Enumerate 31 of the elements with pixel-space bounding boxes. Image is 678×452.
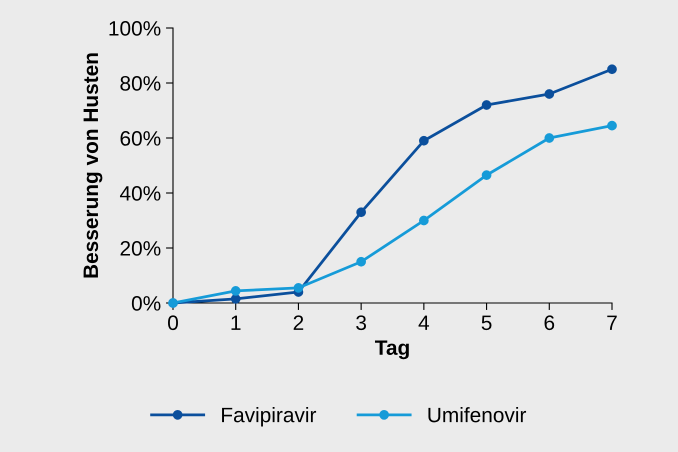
point bbox=[294, 283, 304, 293]
y-tick-label: 100% bbox=[110, 21, 160, 36]
y-tick-label: 20% bbox=[120, 241, 160, 256]
point bbox=[482, 170, 492, 180]
legend-label: Favipiravir bbox=[222, 407, 316, 426]
point bbox=[230, 294, 241, 304]
x-tick-label: 7 bbox=[607, 316, 617, 330]
point bbox=[544, 89, 554, 99]
point bbox=[230, 286, 241, 296]
point bbox=[482, 100, 492, 110]
y-tick-label: 80% bbox=[120, 76, 160, 91]
y-tick-label: 40% bbox=[120, 186, 160, 201]
point bbox=[544, 133, 554, 143]
x-axis-title: Tag bbox=[374, 340, 409, 360]
x-tick-label: 1 bbox=[232, 316, 240, 330]
x-tick-label: 2 bbox=[294, 315, 304, 330]
point bbox=[356, 207, 366, 218]
x-tick-label: 5 bbox=[482, 316, 492, 330]
x-tick-label: 4 bbox=[418, 316, 430, 330]
y-tick-label: 60% bbox=[120, 131, 160, 146]
point bbox=[418, 136, 429, 146]
x-tick-label: 0 bbox=[168, 315, 178, 330]
point bbox=[356, 256, 366, 267]
legend-label: Umifenovir bbox=[428, 407, 526, 422]
x-tick-label: 6 bbox=[544, 315, 554, 330]
point bbox=[607, 64, 617, 74]
point bbox=[418, 216, 429, 226]
x-tick-label: 3 bbox=[356, 315, 366, 330]
point bbox=[607, 120, 617, 130]
y-axis-title: Besserung von Husten bbox=[84, 53, 102, 278]
y-tick-label: 0% bbox=[132, 296, 160, 311]
